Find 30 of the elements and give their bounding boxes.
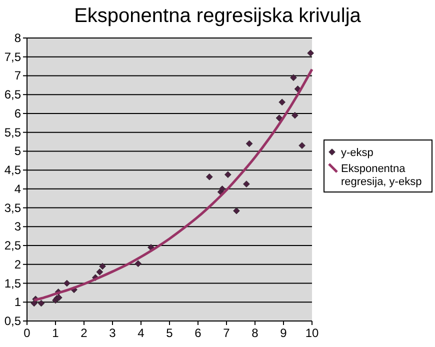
y-tick-label: 1 (14, 295, 22, 310)
y-tick-label: 7 (14, 68, 22, 83)
x-tick-label: 1 (52, 326, 60, 340)
y-tick-label: 8 (14, 31, 22, 45)
y-tick-label: 5,5 (4, 125, 22, 140)
chart-title: Eksponentna regresijska krivulja (74, 5, 362, 27)
x-tick-label: 8 (252, 326, 259, 340)
y-tick-label: 1,5 (4, 276, 22, 290)
y-tick-label: 4,5 (4, 163, 22, 178)
y-tick-label: 0,5 (4, 314, 22, 328)
x-tick-label: 0 (24, 326, 31, 340)
x-tick-label: 4 (138, 326, 145, 340)
x-tick-label: 9 (280, 326, 288, 340)
y-tick-label: 6 (14, 106, 22, 120)
legend-label: Eksponentna regresija, y-eksp (341, 163, 422, 188)
y-tick-label: 3,5 (4, 200, 22, 215)
x-tick-label: 7 (223, 326, 230, 340)
y-tick-label: 2,5 (4, 238, 22, 253)
legend-label: y-eksp (341, 147, 374, 159)
x-tick-label: 10 (305, 326, 319, 340)
y-tick-label: 3 (14, 220, 22, 234)
y-tick-label: 2 (14, 257, 22, 272)
y-tick-label: 7,5 (4, 50, 22, 64)
x-tick-label: 5 (166, 326, 174, 340)
x-tick-label: 6 (194, 326, 202, 340)
y-tick-label: 5 (14, 144, 22, 158)
y-tick-label: 4 (14, 182, 22, 196)
x-tick-label: 2 (80, 326, 88, 340)
x-tick-label: 3 (109, 326, 116, 340)
y-tick-label: 6,5 (4, 88, 22, 102)
